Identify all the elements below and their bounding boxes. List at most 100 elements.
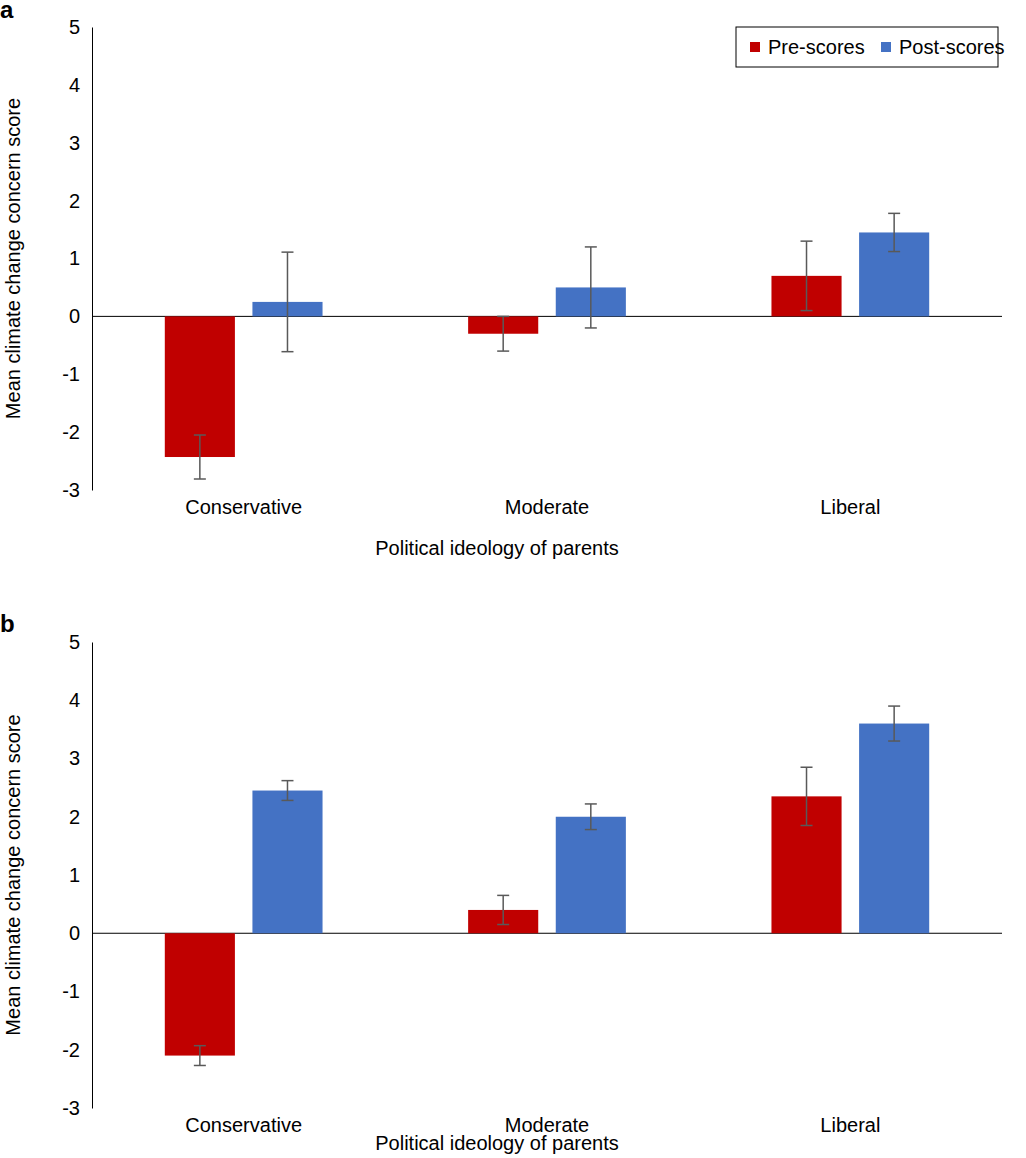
panel-label: a (0, 0, 14, 23)
error-line (287, 252, 289, 352)
bar (556, 817, 626, 934)
error-cap (497, 350, 509, 352)
y-tick-label: 4 (69, 74, 80, 96)
error-cap (801, 310, 813, 312)
legend-label: Pre-scores (768, 36, 865, 58)
y-tick: -3 (62, 479, 92, 501)
y-tick-label: 2 (69, 190, 80, 212)
y-axis-line (92, 643, 93, 1109)
error-bar (801, 241, 813, 310)
y-tick: 2 (69, 806, 92, 828)
error-line (893, 706, 895, 741)
error-cap (497, 924, 509, 926)
error-cap (888, 251, 900, 253)
x-tick-label: Liberal (820, 1114, 880, 1136)
error-cap (801, 825, 813, 827)
error-cap (194, 478, 206, 480)
y-axis-title: Mean climate change concern score (2, 714, 24, 1035)
y-tick-label: 3 (69, 132, 80, 154)
y-tick: 3 (69, 747, 92, 769)
y-tick-label: 1 (69, 864, 80, 886)
error-cap (281, 351, 293, 353)
error-bar (281, 252, 293, 352)
y-tick-label: -1 (62, 363, 80, 385)
x-tick: Conservative (185, 1108, 302, 1136)
bar (252, 791, 322, 934)
y-tick-label: -3 (62, 479, 80, 501)
legend-swatch (750, 42, 760, 52)
x-tick-label: Conservative (185, 1114, 302, 1136)
y-tick-label: -2 (62, 421, 80, 443)
panel: -3-2-1012345ConservativeModerateLiberalP… (0, 610, 1002, 1154)
x-tick-label: Liberal (820, 496, 880, 518)
error-bar (585, 804, 597, 830)
error-cap (281, 251, 293, 253)
plot-area (165, 706, 929, 1065)
error-cap (194, 1045, 206, 1047)
error-line (287, 781, 289, 801)
chart-canvas: -3 -2 -1 0 1 2 3 4 5 Conservative Moderate Liberal P… (0, 0, 1026, 1158)
error-cap (888, 213, 900, 215)
y-tick: 2 (69, 190, 92, 212)
legend-label: Post-scores (899, 36, 1005, 58)
y-tick: 0 (69, 305, 92, 327)
error-line (199, 435, 201, 479)
y-tick-label: 5 (69, 16, 80, 38)
panel: -3 -2 -1 0 1 2 3 4 5 Conservative Moderate Liberal P… (0, 0, 1005, 559)
plot-area (165, 213, 929, 479)
x-axis-title: Political ideology of parents (375, 1132, 618, 1154)
x-tick: Conservative (185, 490, 302, 518)
x-tick: Liberal (820, 490, 880, 518)
x-tick: Liberal (820, 1108, 880, 1136)
y-tick: -2 (62, 421, 92, 443)
error-cap (497, 316, 509, 318)
y-tick: 4 (69, 689, 92, 711)
error-bar (497, 316, 509, 351)
error-cap (281, 780, 293, 782)
y-tick: 4 (69, 74, 92, 96)
y-tick-label: -2 (62, 1039, 80, 1061)
error-cap (801, 766, 813, 768)
error-line (893, 213, 895, 251)
bar (859, 724, 929, 934)
error-bar (888, 213, 900, 251)
y-tick-label: 1 (69, 247, 80, 269)
error-cap (801, 240, 813, 242)
error-cap (888, 740, 900, 742)
y-tick-label: 5 (69, 631, 80, 653)
y-axis-title: Mean climate change concern score (2, 98, 24, 419)
y-tick: -1 (62, 363, 92, 385)
error-cap (194, 434, 206, 436)
error-cap (585, 246, 597, 248)
error-bar (497, 895, 509, 924)
error-line (502, 895, 504, 924)
x-tick: Moderate (505, 490, 590, 518)
x-axis-title: Political ideology of parents (375, 537, 618, 559)
y-tick-label: 2 (69, 806, 80, 828)
error-cap (888, 705, 900, 707)
x-axis: Conservative Moderate Liberal (185, 490, 880, 518)
y-tick: 3 (69, 132, 92, 154)
y-axis-line (92, 28, 93, 491)
error-line (199, 1046, 201, 1066)
error-cap (194, 1065, 206, 1067)
y-axis: -3-2-1012345 (62, 631, 92, 1119)
error-bar (194, 435, 206, 479)
y-tick-label: 4 (69, 689, 80, 711)
y-tick: 5 (69, 16, 92, 38)
error-line (502, 316, 504, 351)
error-bar (888, 706, 900, 741)
y-tick-label: 0 (69, 305, 80, 327)
y-tick: -2 (62, 1039, 92, 1061)
error-cap (585, 803, 597, 805)
error-cap (281, 800, 293, 802)
y-tick: 1 (69, 247, 92, 269)
error-bar (801, 767, 813, 825)
error-line (590, 247, 592, 328)
panel-label: b (0, 610, 15, 637)
x-tick-label: Conservative (185, 496, 302, 518)
error-line (806, 241, 808, 310)
error-cap (585, 829, 597, 831)
error-bar (194, 1046, 206, 1066)
y-axis: -3 -2 -1 0 1 2 3 4 5 (62, 16, 92, 501)
